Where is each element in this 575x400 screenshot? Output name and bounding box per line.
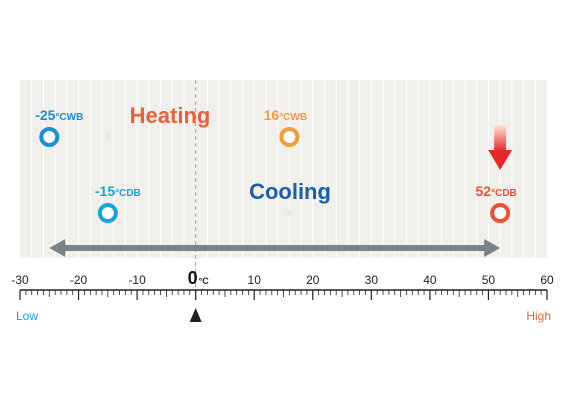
x-axis-tick-label: -30 <box>11 273 29 287</box>
cooling-max-value: 52 <box>476 183 492 199</box>
x-axis-tick-label: 40 <box>423 273 437 287</box>
range-arrow-left-head-icon <box>49 239 66 257</box>
scale-high-label: High <box>526 309 551 323</box>
heating-max-value: 16 <box>264 107 280 123</box>
heating-min-unit: °CWB <box>55 112 83 123</box>
cooling-marker-dot <box>286 210 293 216</box>
heating-marker-dot <box>104 134 111 140</box>
cooling-series: Cooling -15°CDB 52°CDB <box>95 179 517 223</box>
x-axis: -30 -20 -10 0 10 20 30 40 50 60 °C Low High <box>11 268 554 323</box>
heating-min-point <box>39 127 60 147</box>
x-axis-unit-label: °C <box>199 276 210 286</box>
cooling-max-label: 52°CDB <box>476 183 517 199</box>
heating-min-label: -25°CWB <box>35 107 83 123</box>
heating-max-label: 16°CWB <box>264 107 307 123</box>
cooling-min-point <box>97 203 118 223</box>
max-highlight-arrow-icon <box>488 125 513 170</box>
grid-lines <box>31 80 536 258</box>
x-axis-tick-labels: -30 -20 -10 0 10 20 30 40 50 60 <box>11 268 554 288</box>
cooling-max-point <box>490 203 511 223</box>
x-axis-tick-label: -10 <box>128 273 146 287</box>
x-axis-tick-label: 10 <box>248 273 262 287</box>
red-arrow-head <box>488 150 513 170</box>
heating-series: Heating -25°CWB 16°CWB <box>35 103 307 147</box>
cooling-min-unit: °CDB <box>115 188 141 199</box>
cooling-max-unit: °CDB <box>491 188 517 199</box>
x-axis-minor-ticks <box>19 290 548 300</box>
x-axis-tick-label: 30 <box>365 273 379 287</box>
x-axis-tick-label: 20 <box>306 273 320 287</box>
heating-min-value: -25 <box>35 107 55 123</box>
cooling-title: Cooling <box>249 179 331 204</box>
scale-low-label: Low <box>16 309 38 323</box>
x-axis-tick-label: 50 <box>482 273 496 287</box>
x-axis-tick-label: -20 <box>70 273 88 287</box>
red-arrow-shaft <box>494 125 507 151</box>
x-axis-tick-label: 0 <box>188 268 198 288</box>
heating-title: Heating <box>130 103 211 128</box>
zero-pointer-icon <box>189 308 202 322</box>
heating-max-point <box>279 127 300 147</box>
cooling-min-value: -15 <box>95 183 115 199</box>
heating-max-unit: °CWB <box>279 112 307 123</box>
cooling-min-label: -15°CDB <box>95 183 141 199</box>
range-arrow <box>49 239 501 257</box>
x-axis-tick-label: 60 <box>540 273 554 287</box>
range-arrow-right-head-icon <box>484 239 501 257</box>
plot-background <box>20 80 547 258</box>
